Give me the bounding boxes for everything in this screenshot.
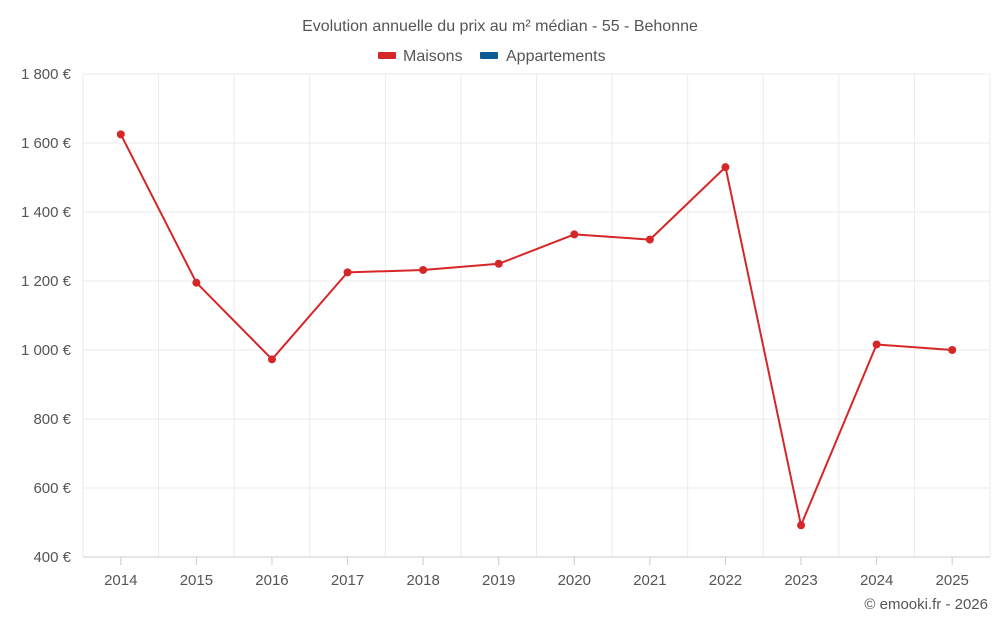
legend-label-maisons[interactable]: Maisons: [403, 48, 463, 65]
vertical-gridlines: [82, 74, 991, 557]
legend-label-appartements[interactable]: Appartements: [506, 48, 606, 65]
x-tick-label: 2025: [936, 572, 969, 589]
y-tick-label: 800 €: [33, 411, 71, 428]
x-tick-label: 2024: [860, 572, 893, 589]
y-tick-label: 400 €: [33, 549, 71, 566]
legend[interactable]: Maisons Appartements: [378, 48, 606, 65]
data-point-maisons[interactable]: [494, 259, 503, 268]
data-point-maisons[interactable]: [570, 230, 579, 239]
x-tick-label: 2019: [482, 572, 515, 589]
x-tick-label: 2023: [784, 572, 817, 589]
x-tick-label: 2015: [180, 572, 213, 589]
y-tick-label: 1 400 €: [21, 204, 72, 221]
y-tick-label: 1 800 €: [21, 66, 72, 83]
y-tick-label: 600 €: [33, 480, 71, 497]
y-tick-label: 1 000 €: [21, 342, 72, 359]
x-tick-label: 2022: [709, 572, 742, 589]
data-point-maisons[interactable]: [645, 235, 654, 244]
data-point-maisons[interactable]: [419, 265, 428, 274]
series-line-maisons: [119, 133, 953, 527]
data-point-maisons[interactable]: [267, 355, 276, 364]
data-point-maisons[interactable]: [192, 278, 201, 287]
data-point-maisons[interactable]: [721, 163, 730, 172]
data-point-maisons[interactable]: [872, 340, 881, 349]
x-tick-label: 2020: [558, 572, 591, 589]
y-tick-label: 1 200 €: [21, 273, 72, 290]
x-tick-label: 2016: [255, 572, 288, 589]
legend-swatch-appartements[interactable]: [480, 52, 498, 59]
series-maisons: [116, 130, 957, 530]
legend-swatch-maisons[interactable]: [378, 52, 396, 59]
y-tick-label: 1 600 €: [21, 135, 72, 152]
credit-text: © emooki.fr - 2026: [864, 596, 988, 613]
x-tick-label: 2017: [331, 572, 364, 589]
y-axis-ticks: 400 € 600 € 800 € 1 000 € 1 200 € 1 400 € 1 60…: [21, 66, 72, 566]
horizontal-gridlines: [83, 73, 990, 489]
data-point-maisons[interactable]: [343, 268, 352, 277]
x-tick-label: 2014: [104, 572, 137, 589]
x-tick-label: 2018: [406, 572, 439, 589]
x-tick-label: 2021: [633, 572, 666, 589]
chart-title: Evolution annuelle du prix au m² médian …: [302, 18, 698, 35]
data-point-maisons[interactable]: [948, 346, 957, 354]
x-axis-ticks: 2014 2015 2016 2017 2018 2019 2020 2021 2022 2023…: [104, 557, 969, 589]
data-point-maisons[interactable]: [116, 130, 125, 139]
data-point-maisons[interactable]: [797, 521, 806, 530]
